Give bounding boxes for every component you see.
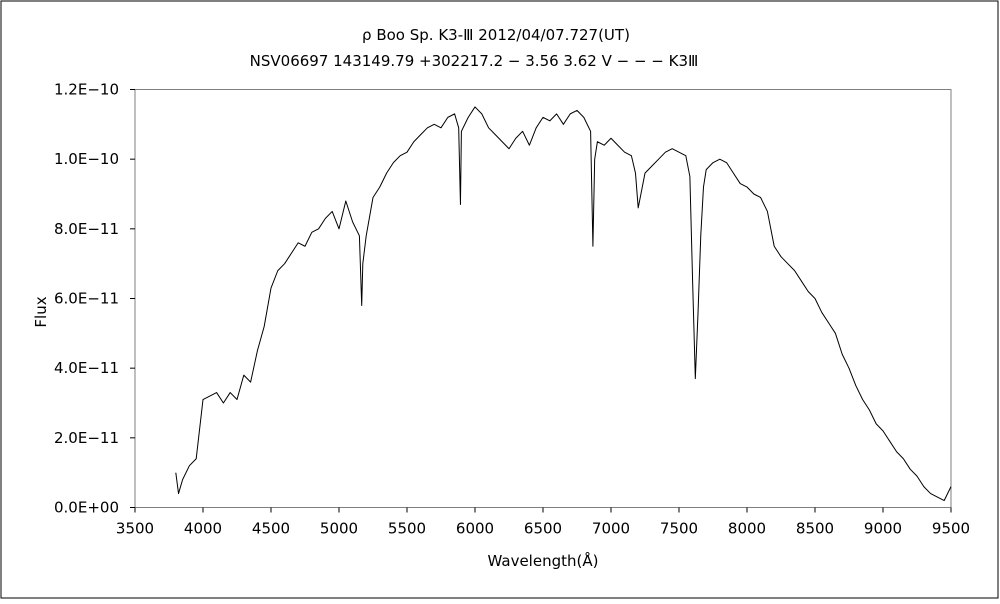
plot-area — [134, 89, 952, 508]
spectrum-line-0 — [175, 106, 952, 502]
x-tick-label: 7000 — [592, 520, 630, 538]
y-tick-label: 1.2E−10 — [54, 81, 119, 99]
x-tick-label: 5000 — [320, 520, 358, 538]
x-tick-label: 3500 — [116, 520, 154, 538]
x-axis-label: Wavelength(Å) — [488, 551, 599, 570]
x-tick-label: 4500 — [252, 520, 290, 538]
y-axis: 0.0E+00 2.0E−11 4.0E−11 6.0E−11 8.0E−11 1.0E−… — [54, 81, 135, 517]
y-axis-label: Flux — [32, 296, 50, 327]
x-axis: 3500 4000 4500 5000 5500 6000 6500 7000 7500 8000… — [116, 507, 970, 538]
x-tick-label: 8500 — [796, 520, 834, 538]
x-tick-label: 6500 — [524, 520, 562, 538]
series-layer — [175, 106, 952, 502]
x-tick-label: 8000 — [728, 520, 766, 538]
chart-title: ρ Boo Sp. K3-Ⅲ 2012/04/07.727(UT) — [362, 26, 630, 44]
x-tick-label: 7500 — [660, 520, 698, 538]
y-tick-label: 8.0E−11 — [54, 220, 119, 238]
y-tick-label: 2.0E−11 — [54, 429, 119, 447]
y-tick-label: 1.0E−10 — [54, 150, 119, 168]
x-tick-label: 9500 — [932, 520, 970, 538]
chart-subtitle: NSV06697 143149.79 +302217.2 − 3.56 3.62… — [250, 52, 699, 70]
x-tick-label: 6000 — [456, 520, 494, 538]
y-tick-label: 4.0E−11 — [54, 359, 119, 377]
x-tick-label: 5500 — [388, 520, 426, 538]
y-tick-label: 6.0E−11 — [54, 290, 119, 308]
x-tick-label: 4000 — [184, 520, 222, 538]
y-tick-label: 0.0E+00 — [54, 499, 119, 517]
x-tick-label: 9000 — [864, 520, 902, 538]
